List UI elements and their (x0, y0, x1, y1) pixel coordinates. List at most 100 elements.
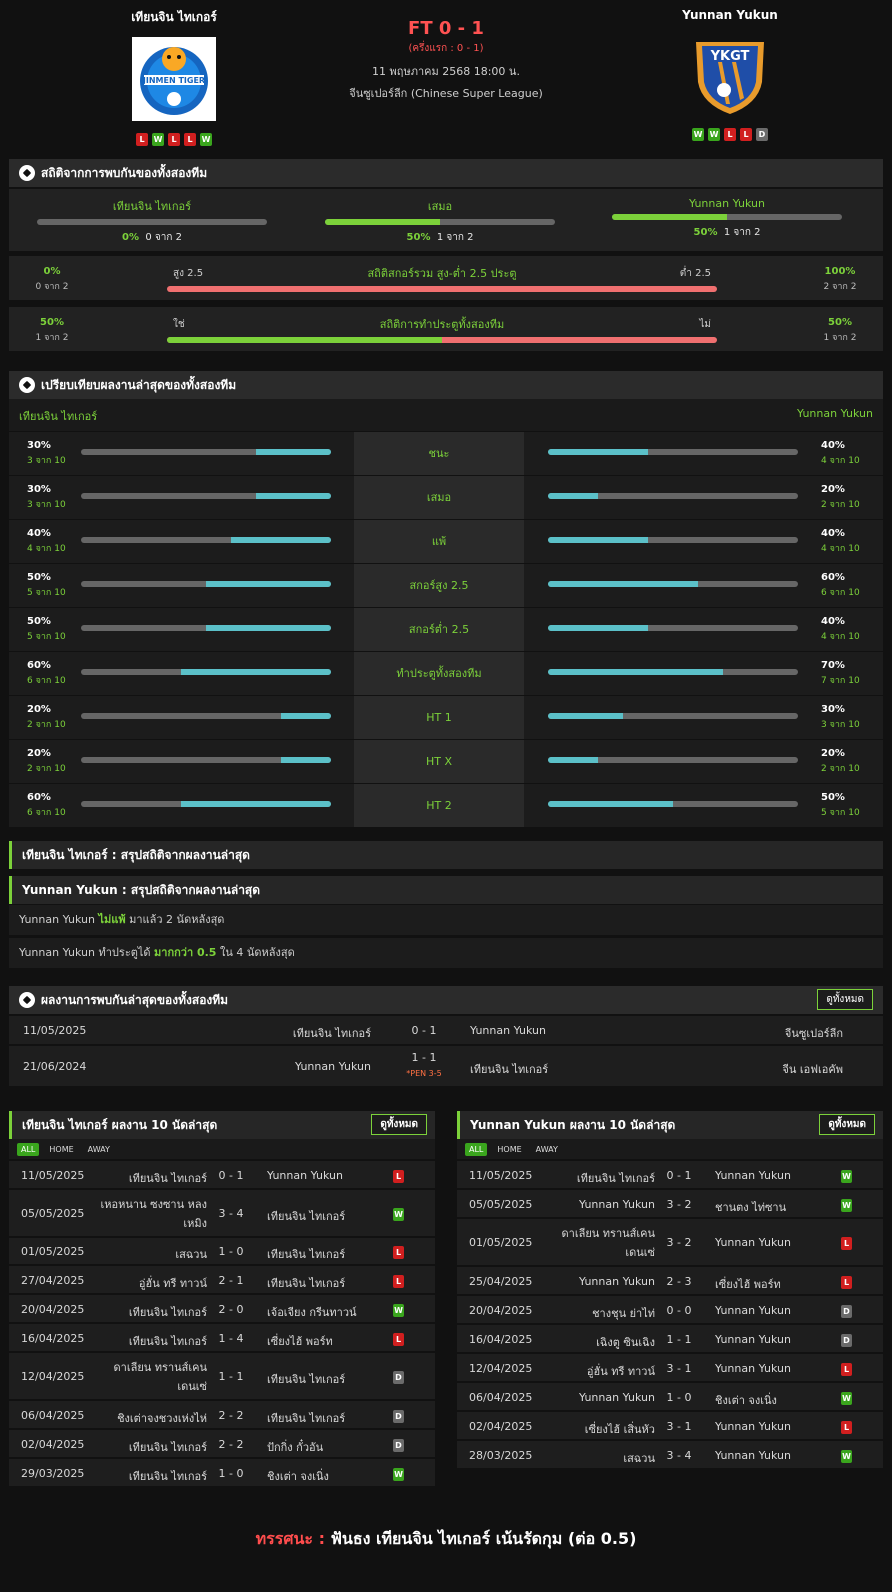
match-away-team[interactable]: Yunnan Yukun (267, 1169, 343, 1182)
match-score[interactable]: 2 - 0 (218, 1303, 244, 1316)
tab-away[interactable]: AWAY (87, 1144, 110, 1154)
view-all-button[interactable]: ดูทั้งหมด (371, 1114, 427, 1135)
match-score[interactable]: 1 - 0 (218, 1245, 244, 1258)
match-league[interactable]: จีน เอฟเอคัพ (782, 1063, 843, 1076)
match-score[interactable]: 1 - 4 (218, 1332, 244, 1345)
match-score[interactable]: 2 - 2 (218, 1438, 244, 1451)
match-home-team[interactable]: ดาเลียน ทรานส์เคน เดนเซ่ (113, 1361, 208, 1393)
match-score[interactable]: 3 - 4 (666, 1449, 692, 1462)
match-home-team[interactable]: เสฉวน (623, 1452, 655, 1465)
last10-row[interactable]: 02/04/2025 เซี่ยงไฮ้ เสิ่นหัว 3 - 1 Yunnan … (457, 1410, 883, 1439)
match-score[interactable]: 2 - 1 (218, 1274, 244, 1287)
match-away-team[interactable]: Yunnan Yukun (715, 1420, 791, 1433)
match-score[interactable]: 3 - 2 (666, 1236, 692, 1249)
match-score[interactable]: 1 - 1 (666, 1333, 692, 1346)
tab-away[interactable]: AWAY (535, 1144, 558, 1154)
last10-row[interactable]: 06/04/2025 ชิงเต่าจงชวงเห่งไห่ 2 - 2 เทียนจ… (9, 1399, 435, 1428)
last10-row[interactable]: 16/04/2025 เทียนจิน ไทเกอร์ 1 - 4 เซี่ยงไฮ้… (9, 1322, 435, 1351)
match-home-team[interactable]: เทียนจิน ไทเกอร์ (128, 1470, 207, 1483)
match-away-team[interactable]: ชิงเต่า จงเนิ่ง (267, 1470, 329, 1483)
match-home-team[interactable]: เซี่ยงไฮ้ เสิ่นหัว (584, 1423, 655, 1436)
last10-row[interactable]: 20/04/2025 ชางชุน ย่าไท่ 0 - 0 Yunnan Yukun… (457, 1294, 883, 1323)
view-all-button[interactable]: ดูทั้งหมด (817, 989, 873, 1010)
match-away-team[interactable]: เทียนจิน ไทเกอร์ (267, 1248, 346, 1261)
last10-row[interactable]: 16/04/2025 เฉิงตู ซินเฉิง 1 - 1 Yunnan Yuku… (457, 1323, 883, 1352)
last10-row[interactable]: 02/04/2025 เทียนจิน ไทเกอร์ 2 - 2 ปักกิ่ง ก… (9, 1428, 435, 1457)
match-home-team[interactable]: เทียนจิน ไทเกอร์ (128, 1441, 207, 1454)
match-home-team[interactable]: เสฉวน (175, 1248, 207, 1261)
tab-home[interactable]: HOME (49, 1144, 74, 1154)
last10-row[interactable]: 12/04/2025 ดาเลียน ทรานส์เคน เดนเซ่ 1 - 1 เ… (9, 1351, 435, 1399)
last10-row[interactable]: 28/03/2025 เสฉวน 3 - 4 Yunnan Yukun W (457, 1439, 883, 1468)
match-home-team[interactable]: ชิงเต่าจงชวงเห่งไห่ (117, 1412, 207, 1425)
match-home-team[interactable]: เทียนจิน ไทเกอร์ (128, 1172, 207, 1185)
match-score[interactable]: 1 - 1 (218, 1370, 244, 1383)
last10-row[interactable]: 05/05/2025 Yunnan Yukun 3 - 2 ชานตง ไท่ซาน W (457, 1188, 883, 1217)
match-score[interactable]: 1 - 0 (666, 1391, 692, 1404)
match-score[interactable]: 2 - 2 (218, 1409, 244, 1422)
match-score[interactable]: 0 - 1 (666, 1169, 692, 1182)
h2h-match-row[interactable]: 11/05/2025 เทียนจิน ไทเกอร์ 0 - 1 Yunnan Yu… (9, 1015, 883, 1044)
match-away-team[interactable]: Yunnan Yukun (715, 1236, 791, 1249)
match-away-team[interactable]: Yunnan Yukun (715, 1304, 791, 1317)
last10-row[interactable]: 27/04/2025 อู่ฮั่น ทรี ทาวน์ 2 - 1 เทียนจิน… (9, 1264, 435, 1293)
match-away-team[interactable]: Yunnan Yukun (715, 1362, 791, 1375)
match-away-team[interactable]: เทียนจิน ไทเกอร์ (267, 1373, 346, 1386)
match-home-team[interactable]: ดาเลียน ทรานส์เคน เดนเซ่ (561, 1227, 656, 1259)
match-score[interactable]: 0 - 0 (666, 1304, 692, 1317)
tab-home[interactable]: HOME (497, 1144, 522, 1154)
match-away-team[interactable]: เซี่ยงไฮ้ พอร์ท (267, 1335, 333, 1348)
match-home-team[interactable]: Yunnan Yukun (579, 1391, 655, 1404)
match-score[interactable]: 3 - 2 (666, 1198, 692, 1211)
match-away-team[interactable]: Yunnan Yukun (715, 1449, 791, 1462)
match-away-team[interactable]: เจ้อเจียง กรีนทาวน์ (267, 1306, 357, 1319)
match-home-team[interactable]: Yunnan Yukun (579, 1275, 655, 1288)
match-home-team[interactable]: อู่ฮั่น ทรี ทาวน์ (586, 1365, 655, 1378)
match-home-team[interactable]: อู่ฮั่น ทรี ทาวน์ (138, 1277, 207, 1290)
match-away-team[interactable]: เทียนจิน ไทเกอร์ (267, 1210, 346, 1223)
last10-row[interactable]: 11/05/2025 เทียนจิน ไทเกอร์ 0 - 1 Yunnan Yu… (9, 1159, 435, 1188)
match-away-team[interactable]: Yunnan Yukun (715, 1169, 791, 1182)
tab-all[interactable]: ALL (465, 1142, 488, 1156)
match-score[interactable]: 3 - 1 (666, 1362, 692, 1375)
match-home-team[interactable]: ชางชุน ย่าไท่ (592, 1307, 655, 1320)
match-home-team[interactable]: เทียนจิน ไทเกอร์ (576, 1172, 655, 1185)
home-team-name[interactable]: เทียนจิน ไทเกอร์ (131, 10, 217, 24)
compare-home-name[interactable]: เทียนจิน ไทเกอร์ (19, 410, 98, 423)
last10-row[interactable]: 01/05/2025 ดาเลียน ทรานส์เคน เดนเซ่ 3 - 2 Y… (457, 1217, 883, 1265)
match-away-team[interactable]: ปักกิ่ง กั๋วอัน (267, 1441, 324, 1454)
match-away-team[interactable]: เซี่ยงไฮ้ พอร์ท (715, 1278, 781, 1291)
match-away-team[interactable]: Yunnan Yukun (470, 1024, 546, 1037)
match-away-team[interactable]: เทียนจิน ไทเกอร์ (267, 1277, 346, 1290)
compare-away-name[interactable]: Yunnan Yukun (797, 407, 873, 420)
last10-row[interactable]: 29/03/2025 เทียนจิน ไทเกอร์ 1 - 0 ชิงเต่า จ… (9, 1457, 435, 1486)
last10-row[interactable]: 01/05/2025 เสฉวน 1 - 0 เทียนจิน ไทเกอร์ L (9, 1236, 435, 1264)
match-score[interactable]: 0 - 1 (411, 1024, 437, 1037)
match-home-team[interactable]: เทียนจิน ไทเกอร์ (292, 1027, 371, 1040)
last10-row[interactable]: 20/04/2025 เทียนจิน ไทเกอร์ 2 - 0 เจ้อเจียง… (9, 1293, 435, 1322)
match-away-team[interactable]: ชิงเต่า จงเนิ่ง (715, 1394, 777, 1407)
match-home-team[interactable]: เหอหนาน ซงซาน หลงเหมิง (100, 1198, 207, 1230)
last10-row[interactable]: 06/04/2025 Yunnan Yukun 1 - 0 ชิงเต่า จงเนิ… (457, 1381, 883, 1410)
match-score[interactable]: 0 - 1 (218, 1169, 244, 1182)
match-score[interactable]: 3 - 4 (218, 1207, 244, 1220)
match-home-team[interactable]: เทียนจิน ไทเกอร์ (128, 1306, 207, 1319)
match-league[interactable]: จีนซูเปอร์ลีก (784, 1027, 843, 1040)
match-home-team[interactable]: เทียนจิน ไทเกอร์ (128, 1335, 207, 1348)
last10-row[interactable]: 05/05/2025 เหอหนาน ซงซาน หลงเหมิง 3 - 4 เที… (9, 1188, 435, 1236)
match-away-team[interactable]: เทียนจิน ไทเกอร์ (267, 1412, 346, 1425)
match-away-team[interactable]: เทียนจิน ไทเกอร์ (470, 1063, 549, 1076)
match-score[interactable]: 2 - 3 (666, 1275, 692, 1288)
view-all-button[interactable]: ดูทั้งหมด (819, 1114, 875, 1135)
match-score[interactable]: 1 - 1 (411, 1051, 437, 1064)
last10-row[interactable]: 12/04/2025 อู่ฮั่น ทรี ทาวน์ 3 - 1 Yunnan Y… (457, 1352, 883, 1381)
h2h-match-row[interactable]: 21/06/2024 Yunnan Yukun 1 - 1 *PEN 3-5 เทียน… (9, 1045, 883, 1086)
away-team-name[interactable]: Yunnan Yukun (682, 8, 778, 22)
match-score[interactable]: 1 - 0 (218, 1467, 244, 1480)
match-away-team[interactable]: Yunnan Yukun (715, 1333, 791, 1346)
tab-all[interactable]: ALL (17, 1142, 40, 1156)
match-league[interactable]: จีนซูเปอร์ลีก (Chinese Super League) (349, 87, 543, 100)
match-score[interactable]: 3 - 1 (666, 1420, 692, 1433)
